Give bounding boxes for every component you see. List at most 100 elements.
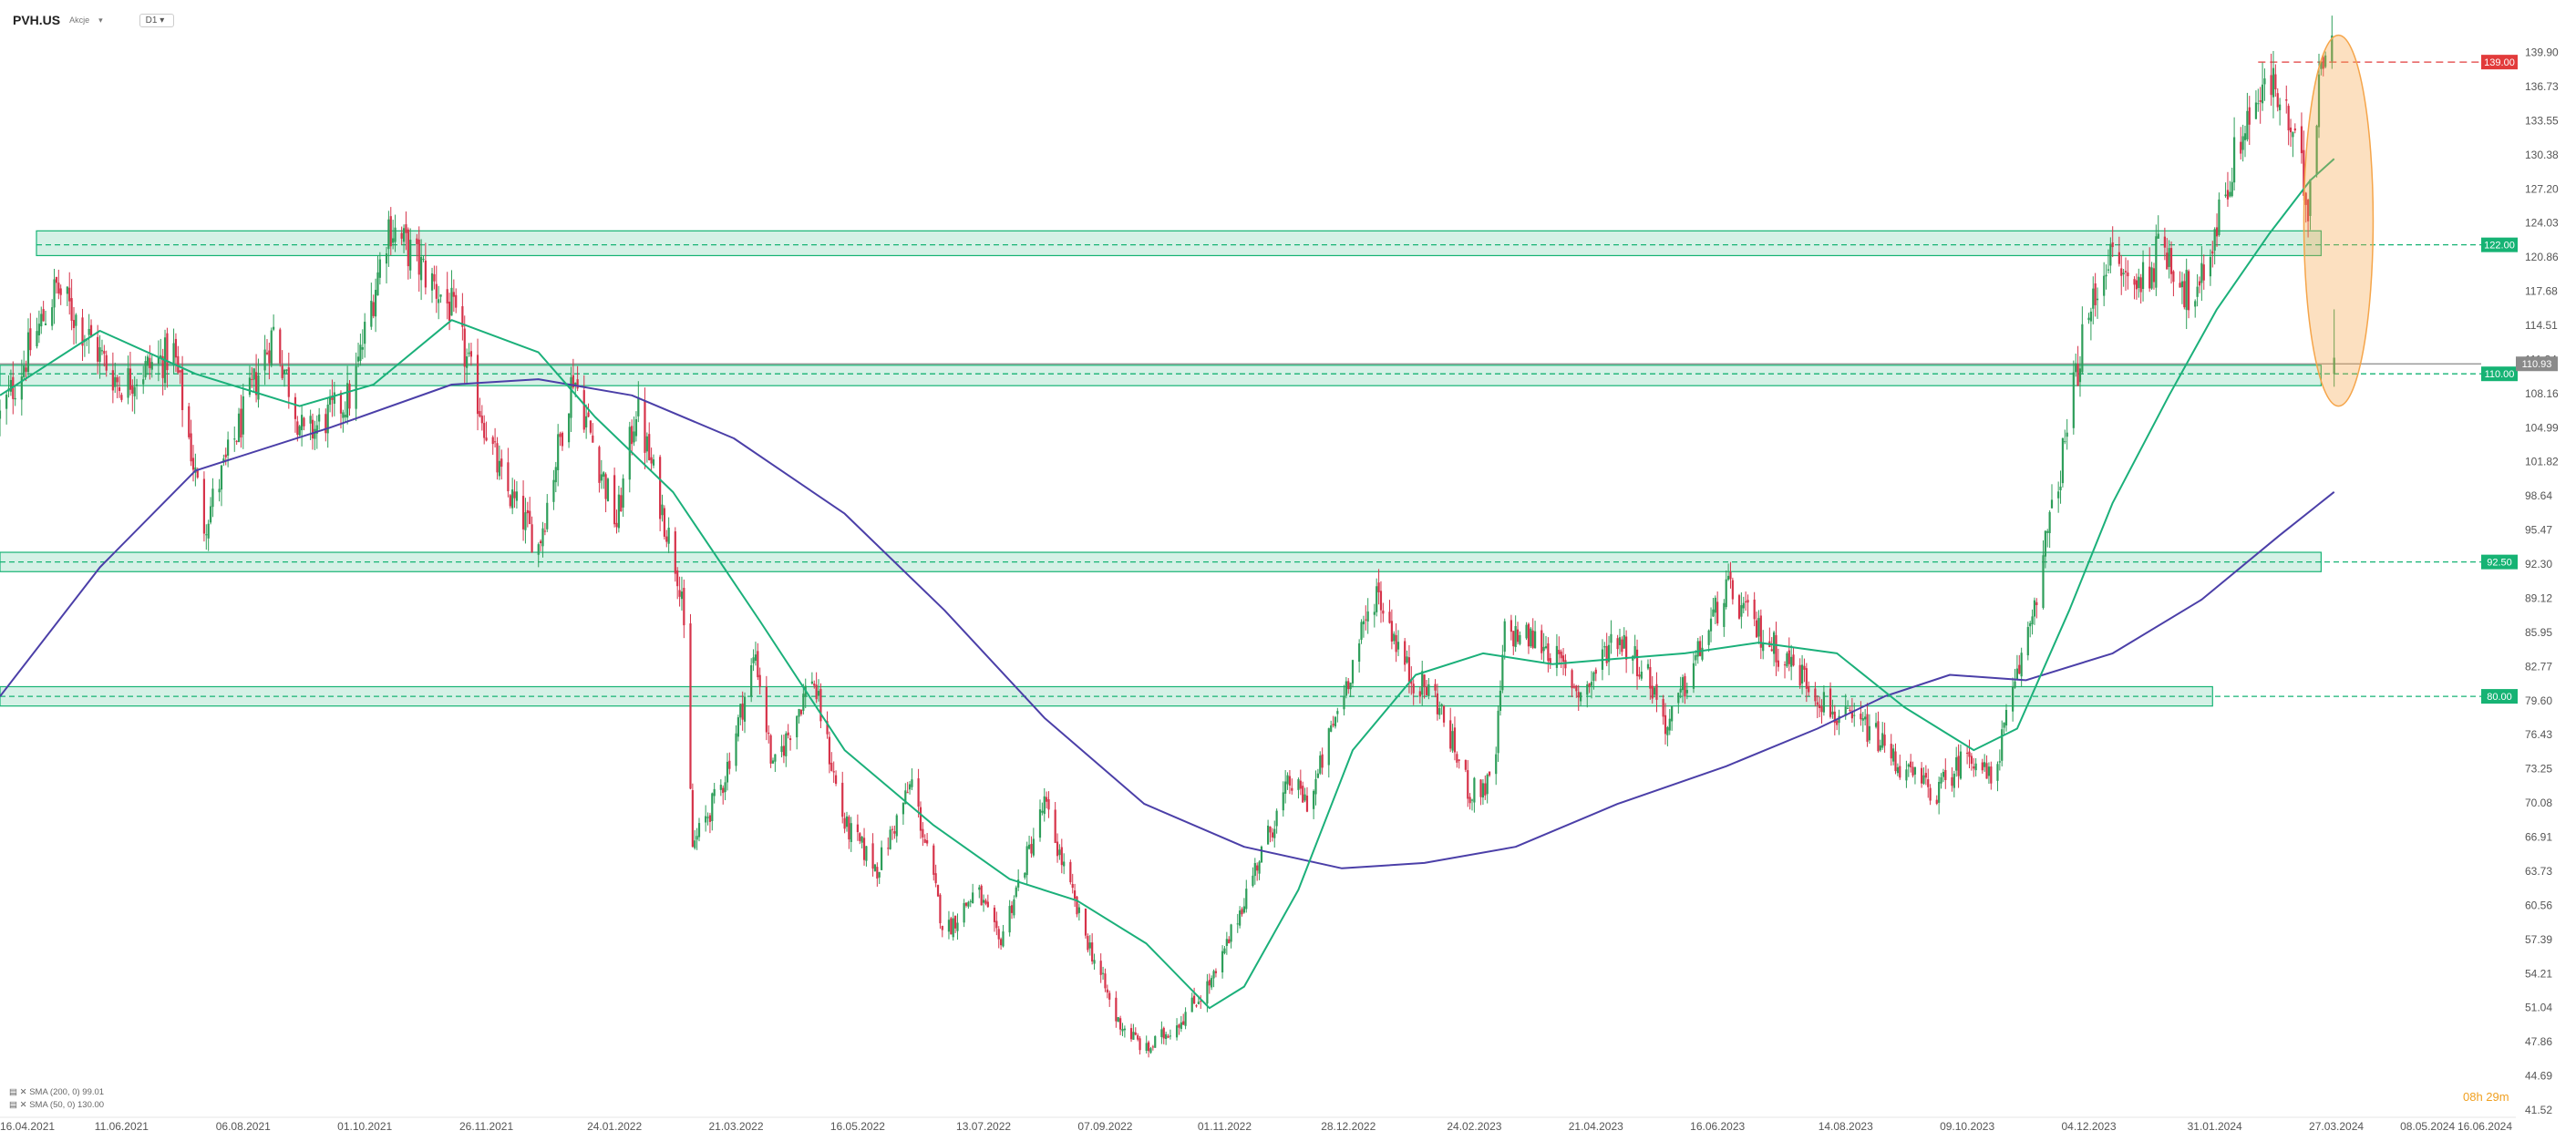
- candle-body: [1497, 710, 1499, 754]
- candle-body: [1759, 615, 1762, 648]
- candle-body: [2094, 283, 2097, 305]
- candle-body: [1407, 657, 1411, 683]
- zone-price-label: 92.50: [2487, 558, 2512, 569]
- candle-body: [1786, 653, 1788, 667]
- candle-body: [118, 386, 121, 392]
- candle-body: [982, 899, 985, 903]
- candle-body: [1542, 646, 1545, 652]
- candle-body: [1147, 1042, 1150, 1052]
- candle-body: [2035, 601, 2038, 605]
- candle-body: [1985, 763, 1988, 779]
- candle-body: [546, 502, 549, 529]
- candle-body: [526, 509, 529, 514]
- timeframe-select[interactable]: D1 ▾: [139, 13, 175, 27]
- timeframe-value: D1: [145, 15, 158, 26]
- candle-body: [242, 396, 244, 435]
- candle-body: [1027, 844, 1031, 849]
- candle-body: [531, 524, 533, 553]
- candle-body: [1540, 630, 1543, 653]
- candle-body: [713, 788, 716, 797]
- candle-body: [1499, 690, 1502, 711]
- candle-body: [480, 416, 483, 424]
- candle-body: [2185, 270, 2188, 311]
- y-tick-label: 130.38: [2525, 149, 2559, 161]
- y-tick-label: 82.77: [2525, 660, 2552, 673]
- chevron-down-icon[interactable]: ▾: [98, 15, 103, 25]
- candle-body: [750, 664, 753, 697]
- candle-body: [2272, 67, 2275, 98]
- candle-body: [1762, 643, 1765, 652]
- candle-body: [1162, 1027, 1165, 1039]
- candle-body: [711, 793, 714, 821]
- candle-body: [741, 703, 744, 720]
- candle-body: [1831, 711, 1834, 714]
- candle-body: [1881, 733, 1884, 748]
- candle-body: [796, 715, 799, 738]
- candle-body: [129, 368, 132, 390]
- candle-body: [2004, 709, 2008, 726]
- candle-body: [2141, 262, 2145, 290]
- candle-body: [1175, 1025, 1179, 1038]
- candle-body: [23, 365, 26, 377]
- candle-body: [188, 406, 191, 437]
- candle-body: [689, 623, 692, 789]
- eye-icon[interactable]: ▤ ✕: [9, 1100, 27, 1110]
- candle-body: [1981, 762, 1984, 771]
- candle-body: [2166, 252, 2169, 270]
- candle-body: [1561, 655, 1565, 663]
- candle-body: [1714, 597, 1716, 613]
- candle-body: [55, 277, 58, 283]
- x-tick-label: 06.08.2021: [216, 1120, 271, 1133]
- candle-body: [100, 350, 104, 352]
- y-tick-label: 76.43: [2525, 728, 2552, 741]
- candle-body: [146, 356, 149, 366]
- candle-body: [600, 474, 603, 481]
- candle-body: [1200, 1001, 1202, 1002]
- candle-body: [1316, 773, 1319, 778]
- candle-body: [1927, 779, 1930, 787]
- candle-body: [0, 410, 2, 419]
- candle-body: [1974, 763, 1977, 771]
- candle-body: [1742, 602, 1745, 609]
- zone-price-label: 122.00: [2484, 241, 2515, 252]
- candle-body: [1314, 778, 1317, 795]
- candle-body: [196, 469, 199, 478]
- candle-body: [1396, 642, 1400, 650]
- candle-body: [1649, 666, 1652, 689]
- candle-body: [841, 782, 844, 817]
- candle-body: [1013, 899, 1015, 916]
- candle-body: [2187, 271, 2190, 311]
- candle-body: [603, 472, 605, 478]
- candle-body: [496, 443, 499, 473]
- candle-body: [2109, 243, 2112, 266]
- legend-sma-50[interactable]: ▤ ✕ SMA (50, 0) 130.00: [9, 1099, 104, 1112]
- candle-body: [1223, 948, 1226, 953]
- candle-body: [166, 333, 169, 371]
- candle-body: [1896, 766, 1899, 774]
- candle-body: [409, 240, 412, 271]
- candle-body: [697, 823, 701, 838]
- candle-body: [993, 907, 996, 922]
- candle-body: [676, 570, 679, 587]
- legend-sma-200[interactable]: ▤ ✕ SMA (200, 0) 99.01: [9, 1086, 104, 1099]
- candle-body: [1996, 764, 1999, 781]
- x-tick-label: 27.03.2024: [2309, 1120, 2364, 1133]
- eye-icon[interactable]: ▤ ✕: [9, 1087, 27, 1097]
- candle-body: [1002, 931, 1005, 947]
- candle-body: [1638, 674, 1641, 677]
- candle-body: [315, 425, 318, 434]
- candle-body: [2122, 272, 2125, 274]
- candle-body: [2001, 729, 2004, 761]
- candle-body: [2135, 280, 2138, 290]
- y-tick-label: 57.39: [2525, 933, 2552, 946]
- candle-body: [448, 302, 451, 321]
- candle-body: [1495, 754, 1498, 775]
- symbol-label[interactable]: PVH.US: [13, 13, 61, 27]
- x-tick-label: 01.11.2022: [1198, 1120, 1252, 1133]
- candle-body: [1940, 776, 1942, 784]
- candle-body: [1725, 579, 1727, 608]
- candle-body: [1208, 980, 1211, 986]
- candle-body: [116, 377, 118, 383]
